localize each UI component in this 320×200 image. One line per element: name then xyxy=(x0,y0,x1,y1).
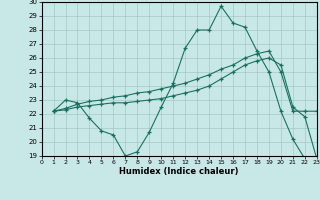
X-axis label: Humidex (Indice chaleur): Humidex (Indice chaleur) xyxy=(119,167,239,176)
